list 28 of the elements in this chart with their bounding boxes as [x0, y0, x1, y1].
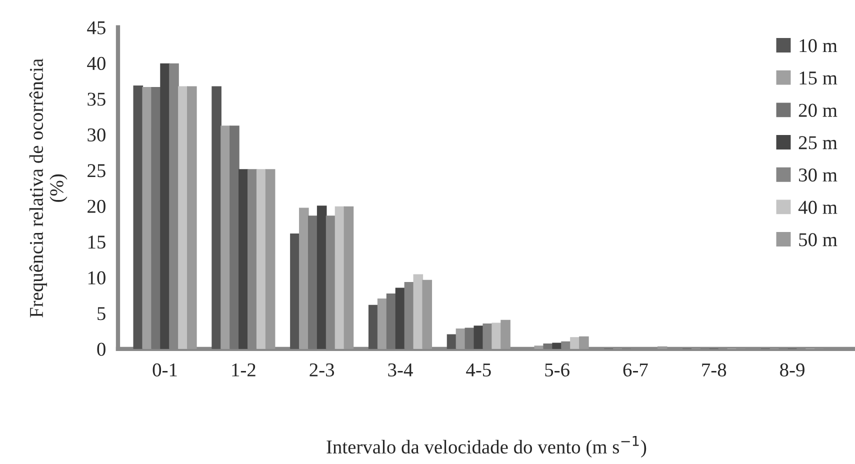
- y-tick-label: 5: [98, 307, 106, 320]
- x-tick-label: 8-9: [780, 363, 804, 376]
- legend-label: 10 m: [800, 39, 838, 52]
- legend-label: 20 m: [798, 104, 838, 117]
- legend-label: 30 m: [799, 168, 838, 182]
- y-tick-label: 25: [88, 164, 106, 178]
- y-tick-label: 20: [88, 200, 106, 213]
- x-tick-label: 4-5: [466, 364, 491, 376]
- x-tick-label: 7-8: [702, 363, 726, 376]
- y-tick-label: 15: [88, 236, 106, 249]
- y-tick-label: 40: [87, 56, 106, 70]
- x-tick-label: 0-1: [152, 363, 177, 376]
- x-tick-label: 3-4: [388, 363, 413, 376]
- x-tick-label: 1-2: [232, 363, 256, 376]
- legend-label: 25 m: [798, 136, 838, 150]
- y-tick-label: 45: [87, 21, 106, 34]
- y-tick-label: 30: [88, 128, 106, 142]
- y-tick-label: 35: [88, 92, 106, 106]
- legend-label: 40 m: [798, 200, 838, 214]
- x-tick-label: 6-7: [623, 363, 648, 376]
- x-tick-label: 2-3: [310, 363, 334, 376]
- legend-label: 50 m: [799, 233, 838, 246]
- legend-label: 15 m: [800, 72, 838, 85]
- y-tick-label: 10: [88, 271, 106, 284]
- x-axis-title: Intervalo da velocidade do vento (m s$^{−1}$): [326, 436, 646, 458]
- y-tick-label: 0: [97, 342, 106, 356]
- y-axis-title: Frequência relativa de ocorrência (%): [29, 58, 68, 318]
- x-tick-label: 5-6: [545, 363, 570, 376]
